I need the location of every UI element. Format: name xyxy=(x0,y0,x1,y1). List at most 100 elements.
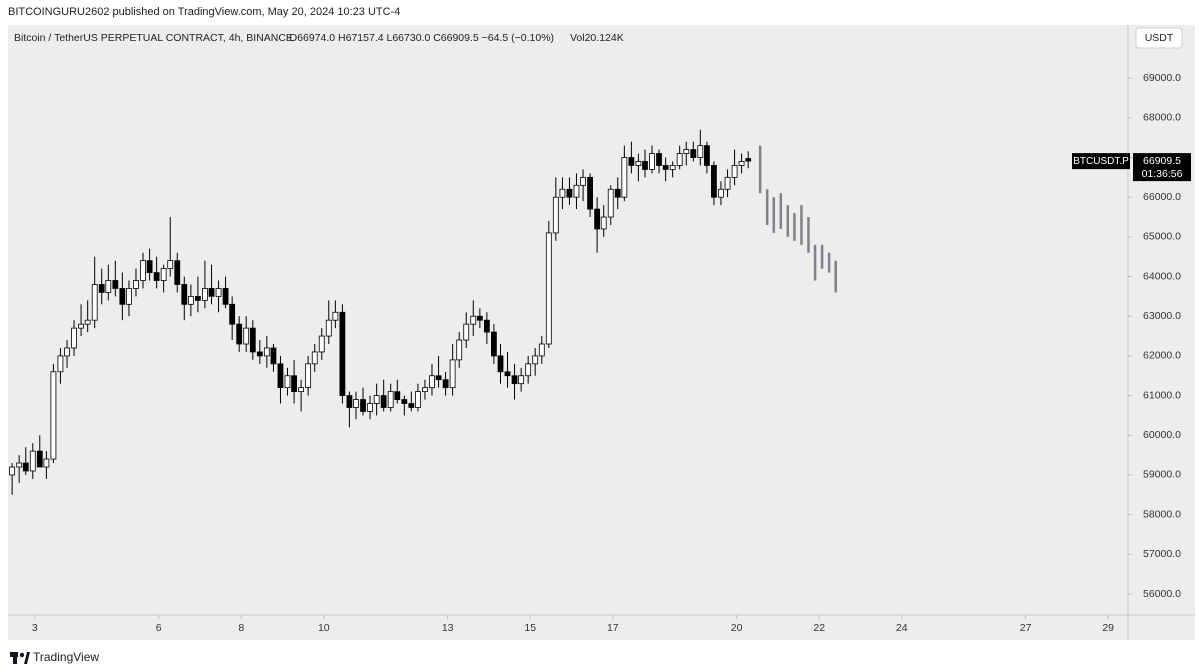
x-tick-label: 8 xyxy=(238,622,244,634)
price-box xyxy=(1133,153,1191,182)
y-tick-label: 61000.0 xyxy=(1143,389,1181,401)
candle-body xyxy=(490,331,497,357)
candle-body xyxy=(277,363,284,389)
x-tick-label: 3 xyxy=(32,622,38,634)
candle-body xyxy=(202,288,208,301)
candle-body xyxy=(160,268,167,281)
candle-body xyxy=(401,399,408,404)
candle-body xyxy=(538,343,545,357)
candle-body xyxy=(408,403,415,408)
candle-body xyxy=(29,450,36,472)
candle-body xyxy=(243,327,250,345)
candle-body xyxy=(50,371,57,460)
candle-body xyxy=(483,319,490,333)
candle-body xyxy=(126,288,132,305)
candle-body xyxy=(697,145,704,158)
ticker: BTCUSDT.P xyxy=(1073,156,1129,167)
candle-body xyxy=(36,450,43,468)
brand-logo xyxy=(10,652,30,664)
candle-body xyxy=(394,391,401,400)
candle-body xyxy=(656,153,662,166)
x-tick-label: 29 xyxy=(1102,622,1114,634)
y-tick-label: 56000.0 xyxy=(1143,588,1181,600)
candle-body xyxy=(525,363,532,377)
y-tick-label: 57000.0 xyxy=(1143,548,1181,560)
y-tick-label: 62000.0 xyxy=(1143,350,1181,362)
candle-body xyxy=(683,149,690,154)
candle-body xyxy=(718,188,724,198)
candle-body xyxy=(669,165,676,170)
candle-body xyxy=(318,335,325,353)
candle-body xyxy=(559,188,566,198)
candle-body xyxy=(532,355,539,365)
candle-body xyxy=(167,260,174,270)
candle-body xyxy=(587,176,593,210)
candle-body xyxy=(22,462,29,472)
candle-body xyxy=(642,161,648,170)
publisher: BITCOINGURU2602 published on TradingView… xyxy=(8,6,400,18)
candle-body xyxy=(249,327,256,353)
y-tick-label: 60000.0 xyxy=(1143,429,1181,441)
candle-body xyxy=(518,375,525,385)
candle-body xyxy=(566,188,573,198)
candle-body xyxy=(360,399,366,412)
candle-body xyxy=(174,260,181,285)
y-tick-label: 59000.0 xyxy=(1143,469,1181,481)
candle-body xyxy=(270,347,277,365)
x-tick-label: 17 xyxy=(607,622,619,634)
candle-body xyxy=(291,375,297,393)
candle-body xyxy=(208,288,215,297)
x-tick-label: 20 xyxy=(731,622,743,634)
candle-body xyxy=(119,288,126,305)
candle-body xyxy=(497,355,504,373)
candle-body xyxy=(98,284,105,293)
candle-body xyxy=(621,157,628,198)
candle-body xyxy=(84,319,91,325)
candle-body xyxy=(704,145,710,166)
candle-body xyxy=(57,355,64,373)
x-tick-label: 24 xyxy=(896,622,908,634)
ohlc-text: O66974.0 H67157.4 L66730.0 C66909.5 −64.… xyxy=(289,32,554,44)
candle-body xyxy=(229,303,236,325)
y-tick-label: 64000.0 xyxy=(1143,270,1181,282)
x-tick-label: 27 xyxy=(1020,622,1032,634)
candle-body xyxy=(511,375,518,385)
y-tick-label: 63000.0 xyxy=(1143,310,1181,322)
candle-body xyxy=(332,311,339,321)
candle-body xyxy=(263,347,270,357)
currency[interactable]: USDT xyxy=(1145,32,1174,44)
candle-body xyxy=(146,260,153,273)
candle-body xyxy=(373,395,380,404)
candle-body xyxy=(711,165,717,198)
x-tick-label: 22 xyxy=(813,622,825,634)
candle-body xyxy=(64,347,70,357)
candle-body xyxy=(346,395,353,408)
candle-body xyxy=(614,188,621,198)
candle-body xyxy=(456,339,463,361)
candle-body xyxy=(600,216,607,230)
candle-body xyxy=(195,295,201,301)
x-tick-label: 6 xyxy=(156,622,162,634)
candle-body xyxy=(476,315,483,321)
x-tick-label: 13 xyxy=(442,622,454,634)
candle-body xyxy=(105,280,112,293)
candle-body xyxy=(435,375,442,381)
candle-body xyxy=(9,466,16,476)
candle-body xyxy=(573,184,580,198)
candle-body xyxy=(311,351,318,365)
candle-body xyxy=(133,280,139,289)
candle-body xyxy=(724,176,731,190)
candle-body xyxy=(607,188,614,218)
candle-body xyxy=(298,387,305,393)
candle-body xyxy=(429,375,435,389)
candle-body xyxy=(305,363,312,389)
symbol: Bitcoin / TetherUS PERPETUAL CONTRACT, 4… xyxy=(14,32,293,44)
candle-body xyxy=(16,462,23,468)
currency-button[interactable] xyxy=(1135,27,1183,49)
candle-body xyxy=(256,351,263,357)
candle-body xyxy=(628,157,635,166)
candle-body xyxy=(731,165,738,178)
y-tick-label: 58000.0 xyxy=(1143,508,1181,520)
